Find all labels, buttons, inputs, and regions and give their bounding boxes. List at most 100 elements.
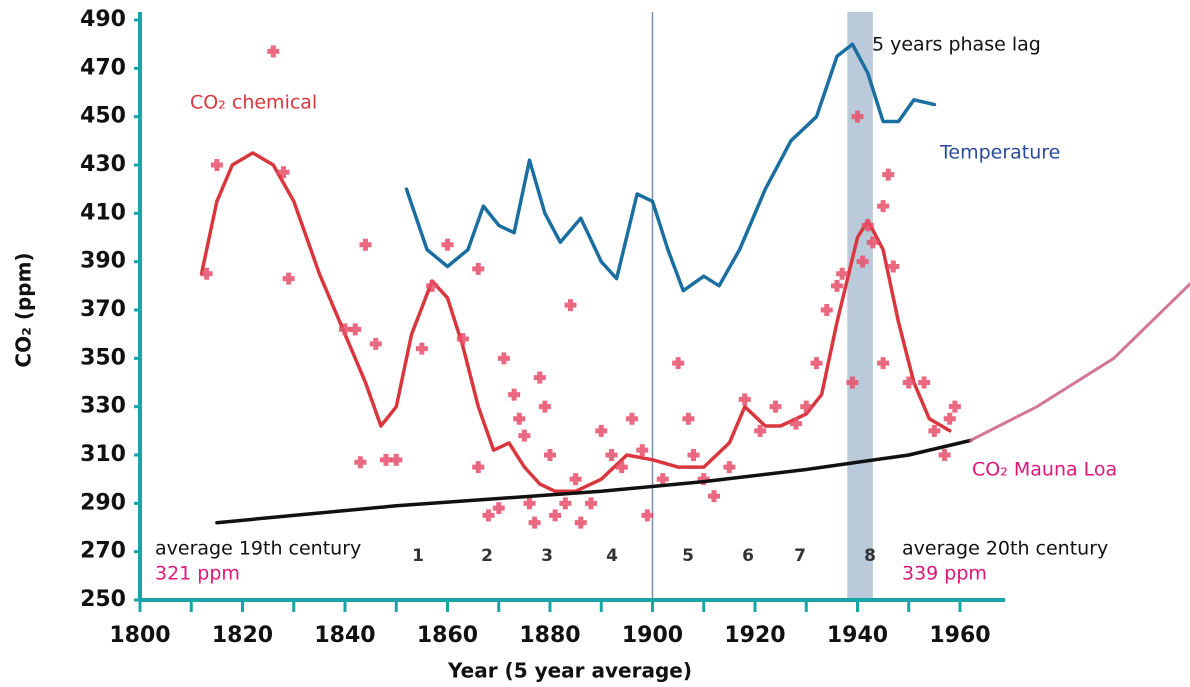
data-point — [738, 393, 751, 406]
data-point — [820, 304, 833, 316]
data-point — [641, 509, 654, 522]
data-point — [533, 371, 546, 384]
data-point — [585, 497, 597, 510]
avg-19th-value: 321 ppm — [155, 563, 240, 585]
data-point — [492, 502, 505, 515]
x-axis-label: Year (5 year average) — [447, 659, 692, 683]
data-point — [856, 255, 869, 268]
data-point — [943, 412, 956, 425]
label-temperature: Temperature — [939, 142, 1060, 164]
y-tick-label: 410 — [80, 200, 126, 225]
data-point — [687, 449, 700, 461]
x-tick-label: 1920 — [724, 623, 785, 648]
y-tick-label: 370 — [80, 297, 126, 322]
data-point — [948, 400, 961, 413]
y-tick-label: 330 — [80, 394, 126, 419]
data-point — [426, 279, 439, 292]
data-point — [380, 453, 392, 466]
x-tick-label: 1880 — [519, 623, 580, 648]
data-point — [877, 200, 890, 213]
data-point — [769, 400, 782, 413]
data-point — [518, 429, 531, 442]
y-tick-label: 270 — [80, 539, 126, 564]
y-axis-label: CO₂ (ppm) — [12, 252, 36, 367]
data-point — [723, 461, 736, 474]
plot: 250 270 290 310 330 350 370 390 410 430 450 470 490 1… — [80, 7, 1190, 648]
data-point — [836, 267, 849, 280]
data-point — [790, 417, 802, 430]
data-point — [200, 267, 213, 280]
series-line — [968, 282, 1190, 442]
data-point — [861, 219, 874, 232]
data-point — [605, 449, 618, 461]
data-point — [415, 342, 428, 355]
x-tick-label: 1900 — [622, 623, 683, 648]
label-co2-chemical: CO₂ chemical — [190, 92, 317, 114]
data-point — [390, 453, 403, 466]
data-point — [482, 509, 495, 522]
data-point — [354, 456, 367, 469]
data-point — [938, 449, 951, 461]
data-point — [369, 337, 382, 350]
x-tick-label: 1840 — [314, 623, 375, 648]
data-point — [574, 516, 587, 529]
label-mauna-loa: CO₂ Mauna Loa — [972, 459, 1117, 481]
period-label: 7 — [794, 546, 806, 566]
period-label: 4 — [606, 546, 618, 566]
avg-20th: average 20th century — [902, 538, 1108, 560]
data-point — [277, 166, 290, 179]
x-tick-label: 1960 — [929, 623, 990, 648]
y-tick-label: 430 — [80, 152, 126, 177]
data-point — [544, 449, 556, 461]
data-point — [210, 159, 223, 171]
data-point — [672, 357, 685, 370]
data-point — [656, 473, 669, 486]
data-point — [708, 490, 720, 503]
data-point — [559, 497, 572, 510]
data-point — [918, 376, 931, 389]
data-point — [569, 473, 582, 486]
data-point — [497, 352, 510, 365]
data-point — [800, 400, 813, 413]
data-point — [595, 424, 608, 437]
series-line — [404, 42, 937, 293]
avg-19th: average 19th century — [155, 538, 361, 560]
y-tick-label: 250 — [80, 587, 126, 612]
data-point — [359, 238, 372, 251]
x-tick-label: 1820 — [212, 623, 273, 648]
period-label: 2 — [481, 546, 493, 566]
data-point — [636, 444, 649, 457]
data-point — [754, 424, 767, 437]
data-point — [831, 279, 843, 292]
x-tick-label: 1940 — [827, 623, 888, 648]
data-point — [882, 168, 895, 181]
highlight-band — [847, 12, 873, 600]
data-point — [528, 516, 541, 529]
data-point — [851, 110, 864, 123]
y-tick-label: 470 — [80, 55, 126, 80]
period-label: 6 — [742, 546, 754, 566]
data-point — [877, 357, 890, 370]
x-tick-label: 1800 — [109, 623, 170, 648]
series-line — [199, 151, 952, 494]
data-point — [456, 333, 469, 345]
y-tick-label: 390 — [80, 249, 126, 274]
data-point — [472, 262, 485, 275]
data-point — [538, 400, 551, 413]
data-point — [282, 272, 295, 285]
y-tick-label: 290 — [80, 490, 126, 515]
phase-lag: 5 years phase lag — [872, 34, 1041, 56]
avg-20th-value: 339 ppm — [902, 563, 987, 585]
data-point — [810, 357, 823, 370]
y-tick-label: 490 — [80, 7, 126, 32]
data-point — [866, 236, 879, 249]
data-point — [441, 238, 454, 251]
series-line — [215, 438, 973, 525]
y-tick-label: 310 — [80, 442, 126, 467]
data-point — [928, 424, 941, 437]
period-label: 5 — [682, 546, 694, 566]
data-point — [887, 260, 900, 273]
data-point — [472, 461, 485, 474]
y-tick-label: 450 — [80, 104, 126, 129]
